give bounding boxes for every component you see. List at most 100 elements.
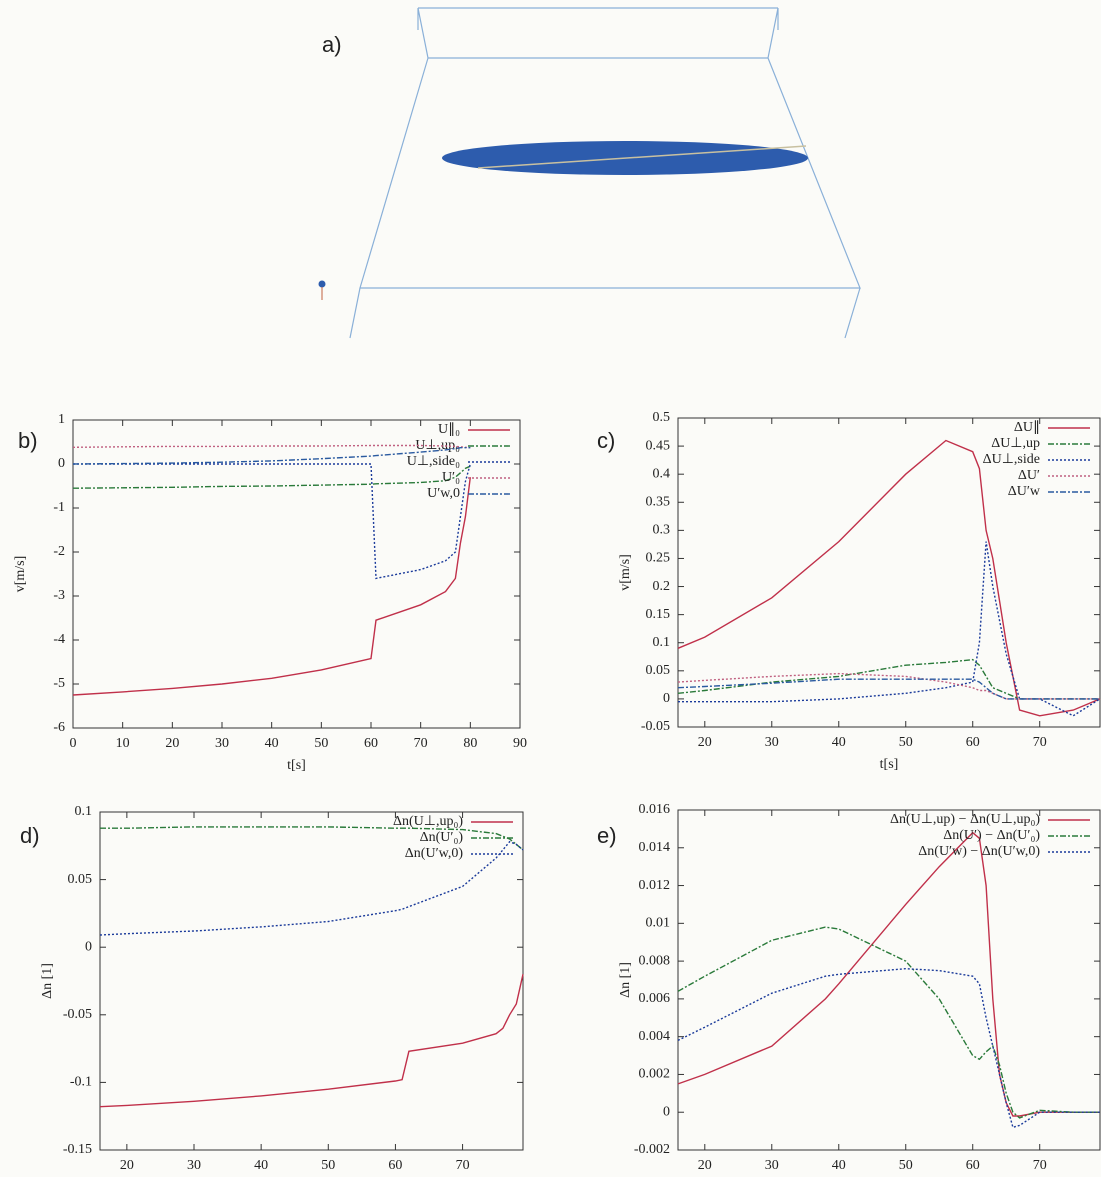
- x-tick-label: 40: [832, 1158, 846, 1173]
- x-tick-label: 20: [698, 1158, 712, 1173]
- y-tick-label: 0.35: [646, 494, 671, 509]
- x-tick-label: 40: [832, 735, 846, 750]
- y-tick-label: 0.002: [639, 1067, 671, 1082]
- render-3d: [319, 8, 861, 338]
- legend-label: Δn(U′w) − Δn(U′w,0): [918, 844, 1040, 859]
- y-tick-label: 0.012: [639, 878, 671, 893]
- legend-label: ΔU⊥,up: [991, 436, 1040, 451]
- chart: c) 20 30 40 50 60 70 -0.05 0 0.05 0.1 0.15 0.2 0.25 0.…: [597, 410, 1100, 772]
- series-line: [678, 833, 1100, 1116]
- series-line: [73, 477, 470, 695]
- y-tick-label: -0.15: [63, 1142, 92, 1157]
- x-tick-label: 70: [1033, 1158, 1047, 1173]
- x-tick-label: 20: [698, 735, 712, 750]
- y-axis-label: v[m/s]: [13, 556, 28, 593]
- chart: e) 20 30 40 50 60 70 -0.002 0 0.002 0.004 0.006 0.00…: [597, 802, 1100, 1177]
- y-tick-label: 0.4: [653, 466, 671, 481]
- y-axis-label: Δn [1]: [40, 963, 55, 999]
- legend-label: ΔU⊥,side: [983, 452, 1040, 467]
- y-tick-label: 0.01: [646, 916, 671, 931]
- x-tick-label: 20: [165, 736, 179, 751]
- panel-label: d): [20, 823, 40, 848]
- x-tick-label: 80: [463, 736, 477, 751]
- panel-label: b): [18, 428, 38, 453]
- x-axis-label: t[s]: [287, 758, 306, 773]
- x-tick-label: 30: [765, 1158, 779, 1173]
- panel-label: e): [597, 823, 617, 848]
- legend-label: ΔU∥: [1014, 420, 1040, 435]
- y-tick-label: 0: [58, 456, 65, 471]
- x-tick-label: 60: [388, 1158, 402, 1173]
- y-tick-label: 0.1: [75, 804, 93, 819]
- y-tick-label: 0.2: [653, 579, 671, 594]
- y-tick-label: -4: [53, 632, 65, 647]
- y-axis-label: Δn [1]: [618, 962, 633, 998]
- legend-label: Δn(U⊥,up) − Δn(U⊥,up₀): [890, 812, 1040, 827]
- x-tick-label: 60: [966, 735, 980, 750]
- y-tick-label: -0.05: [641, 719, 670, 734]
- series-line: [678, 969, 1100, 1128]
- y-tick-label: 0.014: [639, 840, 671, 855]
- x-tick-label: 30: [215, 736, 229, 751]
- x-tick-label: 90: [513, 736, 527, 751]
- y-tick-label: 0.5: [653, 410, 671, 425]
- y-tick-label: 0.45: [646, 438, 671, 453]
- y-tick-label: 0.006: [639, 991, 671, 1006]
- legend-label: U′w,0: [427, 486, 460, 501]
- legend-label: ΔU′w: [1008, 484, 1041, 499]
- x-tick-label: 70: [1033, 735, 1047, 750]
- y-tick-label: -5: [53, 676, 65, 691]
- series-line: [678, 679, 1100, 699]
- series-line: [100, 974, 523, 1106]
- x-tick-label: 50: [899, 735, 913, 750]
- x-tick-label: 50: [314, 736, 328, 751]
- y-tick-label: 0: [663, 691, 670, 706]
- y-tick-label: 0: [85, 939, 92, 954]
- y-tick-label: 0.15: [646, 607, 671, 622]
- y-tick-label: 0.1: [653, 635, 671, 650]
- series-line: [73, 466, 470, 488]
- x-tick-label: 40: [265, 736, 279, 751]
- panel-label: c): [597, 428, 615, 453]
- chart: d)203040506070-0.15-0.1-0.0500.050.1t[s]…: [20, 804, 523, 1177]
- y-tick-label: -6: [53, 720, 65, 735]
- legend-label: ΔU′: [1018, 468, 1040, 483]
- series-line: [678, 660, 1100, 699]
- y-tick-label: 0.3: [653, 523, 671, 538]
- x-tick-label: 20: [120, 1158, 134, 1173]
- y-tick-label: 0.25: [646, 551, 671, 566]
- x-tick-label: 50: [899, 1158, 913, 1173]
- x-tick-label: 0: [70, 736, 77, 751]
- x-axis-label: t[s]: [880, 757, 899, 772]
- x-tick-label: 60: [364, 736, 378, 751]
- x-tick-label: 70: [414, 736, 428, 751]
- y-tick-label: -0.05: [63, 1007, 92, 1022]
- y-tick-label: -3: [53, 588, 65, 603]
- legend-label: Δn(U′₀): [420, 830, 464, 845]
- y-tick-label: 0.016: [639, 802, 671, 817]
- legend-label: Δn(U′) − Δn(U′₀): [943, 828, 1040, 843]
- series-line: [73, 446, 470, 448]
- y-tick-label: -0.002: [634, 1142, 670, 1157]
- y-tick-label: -2: [53, 544, 65, 559]
- series-line: [678, 927, 1100, 1118]
- legend-label: U⊥,side₀: [407, 454, 460, 469]
- y-tick-label: 0.008: [639, 953, 671, 968]
- x-tick-label: 30: [187, 1158, 201, 1173]
- x-tick-label: 50: [321, 1158, 335, 1173]
- x-tick-label: 10: [116, 736, 130, 751]
- y-tick-label: 0.05: [646, 663, 671, 678]
- x-tick-label: 60: [966, 1158, 980, 1173]
- y-tick-label: 0.05: [68, 872, 93, 887]
- y-tick-label: 0.004: [639, 1029, 671, 1044]
- panel-label: a): [322, 32, 342, 57]
- x-tick-label: 70: [456, 1158, 470, 1173]
- plot-frame: [678, 810, 1100, 1150]
- y-tick-label: -1: [53, 500, 65, 515]
- y-tick-label: 0: [663, 1104, 670, 1119]
- plot-frame: [100, 812, 523, 1150]
- x-tick-label: 40: [254, 1158, 268, 1173]
- legend-label: U∥₀: [438, 422, 460, 437]
- x-tick-label: 30: [765, 735, 779, 750]
